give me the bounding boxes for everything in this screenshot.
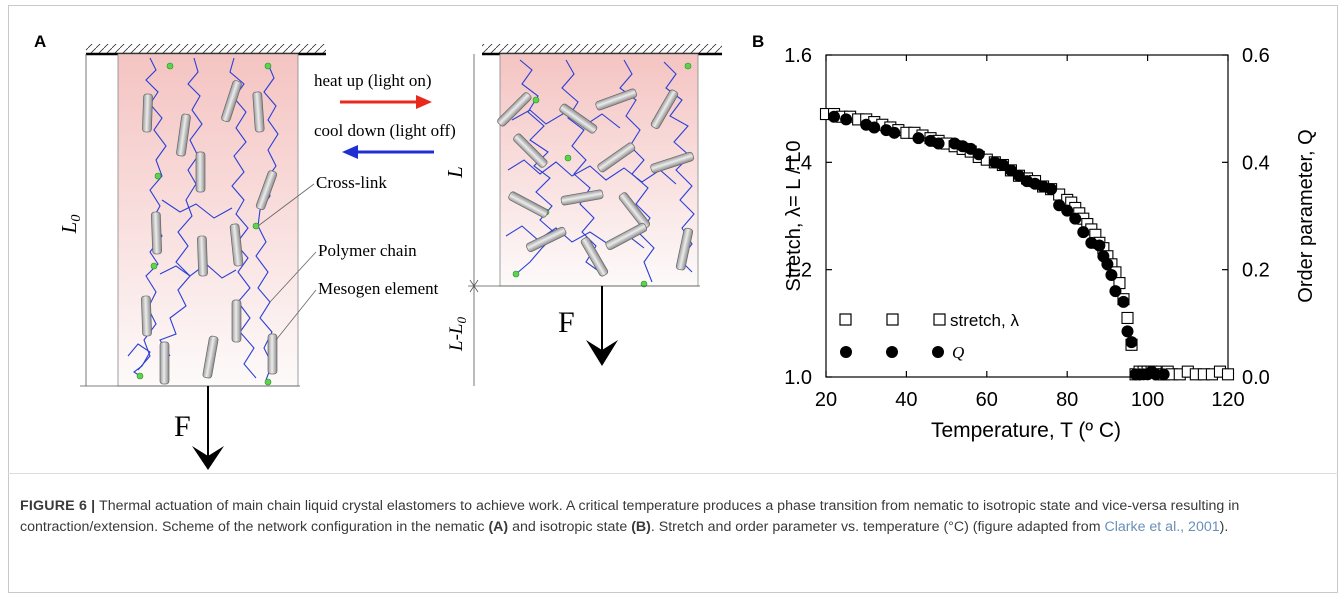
- legend-q-marker-3: [932, 346, 944, 358]
- ceiling-hatch-right: [482, 44, 722, 54]
- mesogen-element-label: Mesogen element: [318, 279, 439, 298]
- mesogens-right: [497, 88, 695, 277]
- q-point: [1045, 183, 1058, 196]
- polymer-chain-leader: [269, 251, 317, 303]
- panel-b-label: B: [752, 32, 764, 51]
- y-left-tick-label: 1.0: [784, 367, 812, 389]
- q-point: [932, 137, 945, 150]
- q-point: [1105, 269, 1118, 282]
- caption-ref-b: (B): [631, 519, 651, 535]
- heat-up-label: heat up (light on): [314, 71, 432, 90]
- legend-stretch-marker-3: [933, 313, 946, 326]
- q-point: [1093, 239, 1106, 252]
- figure-frame: [8, 5, 1338, 593]
- figure-caption: FIGURE 6 | Thermal actuation of main cha…: [20, 496, 1320, 538]
- legend-stretch-label: stretch, λ: [950, 311, 1019, 330]
- l0-label: L0: [57, 215, 84, 235]
- plot-area: [825, 54, 1229, 378]
- cool-down-arrowhead: [342, 145, 358, 159]
- legend-q-label: Q: [952, 343, 964, 362]
- x-tick-label: 60: [976, 389, 998, 411]
- y-axis-right-title: Order parameter, Q: [1295, 129, 1317, 302]
- q-point: [828, 110, 841, 123]
- l-minus-l0-label: L-L0: [446, 317, 469, 352]
- force-label-left: F: [174, 410, 191, 443]
- q-point: [1061, 204, 1074, 217]
- q-point: [912, 132, 925, 145]
- y-axis-left-ticks: 1.0 1.2 1.4 1.6: [784, 45, 832, 389]
- crosslinks-right: [512, 62, 692, 288]
- panel-a: A: [34, 32, 722, 470]
- caption-text-3: . Stretch and order parameter vs. temper…: [650, 519, 1105, 535]
- caption-divider: [8, 473, 1338, 474]
- x-axis-ticks: 20 40 60 80 100 120: [815, 55, 1245, 411]
- heat-up-arrowhead: [416, 95, 432, 109]
- polymer-chain-label: Polymer chain: [318, 241, 417, 260]
- x-tick-label: 40: [895, 389, 917, 411]
- x-tick-label: 80: [1056, 389, 1078, 411]
- q-point: [840, 113, 853, 126]
- q-point: [1077, 226, 1090, 239]
- q-point: [1121, 325, 1134, 338]
- q-point: [1069, 212, 1082, 225]
- q-point: [972, 148, 985, 161]
- legend-stretch-marker-2: [886, 313, 899, 326]
- q-point: [868, 121, 881, 134]
- panel-a-label: A: [34, 32, 46, 51]
- x-tick-label: 100: [1131, 389, 1164, 411]
- q-point: [1101, 258, 1114, 271]
- y-right-tick-label: 0.6: [1242, 45, 1270, 67]
- force-arrow-right-head: [586, 340, 618, 366]
- cross-link-label: Cross-link: [316, 173, 387, 192]
- y-left-tick-label: 1.6: [784, 45, 812, 67]
- series-q: [828, 110, 1170, 381]
- stretch-point: [1221, 368, 1235, 381]
- y-left-tick-label: 1.4: [784, 152, 812, 174]
- caption-text-1: Thermal actuation of main chain liquid c…: [20, 498, 1240, 535]
- mesogen-element-leader: [275, 289, 317, 341]
- force-label-right: F: [558, 306, 575, 339]
- caption-text-2: and isotropic state: [508, 519, 632, 535]
- force-arrow-left-head: [192, 446, 224, 470]
- q-point: [1117, 295, 1130, 308]
- y-right-tick-label: 0.2: [1242, 260, 1270, 282]
- q-point: [1125, 336, 1138, 349]
- series-stretch: [819, 107, 1235, 381]
- l-label: L: [443, 166, 467, 179]
- cool-down-label: cool down (light off): [314, 121, 456, 140]
- y-right-tick-label: 0.0: [1242, 367, 1270, 389]
- polymer-chains-right: [505, 59, 695, 283]
- y-axis-left-title: Stretch, λ= L / L0: [783, 140, 805, 291]
- stretch-point: [1121, 311, 1134, 325]
- caption-text-4: ).: [1219, 519, 1229, 535]
- legend: stretch, λ Q: [839, 311, 1019, 362]
- legend-stretch-marker-1: [839, 313, 852, 326]
- y-right-tick-label: 0.4: [1242, 152, 1270, 174]
- panel-b: B 20 40 60 80 100 120 1.01.21.41.6 0.00.20.40…: [752, 32, 1317, 442]
- caption-ref-a: (A): [488, 519, 509, 535]
- mesogens-left: [141, 80, 278, 385]
- x-tick-label: 120: [1211, 389, 1244, 411]
- x-tick-label: 20: [815, 389, 837, 411]
- cross-link-leader: [257, 183, 315, 227]
- q-point: [1109, 285, 1122, 298]
- x-axis-title: Temperature, T (º C): [931, 419, 1121, 442]
- ceiling-hatch-left: [86, 44, 326, 54]
- l-arrow-ticks: [469, 279, 479, 293]
- q-point: [1157, 368, 1170, 381]
- legend-q-marker-1: [840, 346, 852, 358]
- citation-link[interactable]: Clarke et al., 2001: [1104, 519, 1220, 535]
- legend-q-marker-2: [886, 346, 898, 358]
- q-point: [888, 126, 901, 139]
- y-axis-right-ticks: 0.0 0.2 0.4 0.6: [1222, 45, 1270, 389]
- y-left-tick-label: 1.2: [784, 260, 812, 282]
- crosslinks-left: [136, 62, 272, 386]
- figure-number: FIGURE 6 |: [20, 498, 96, 514]
